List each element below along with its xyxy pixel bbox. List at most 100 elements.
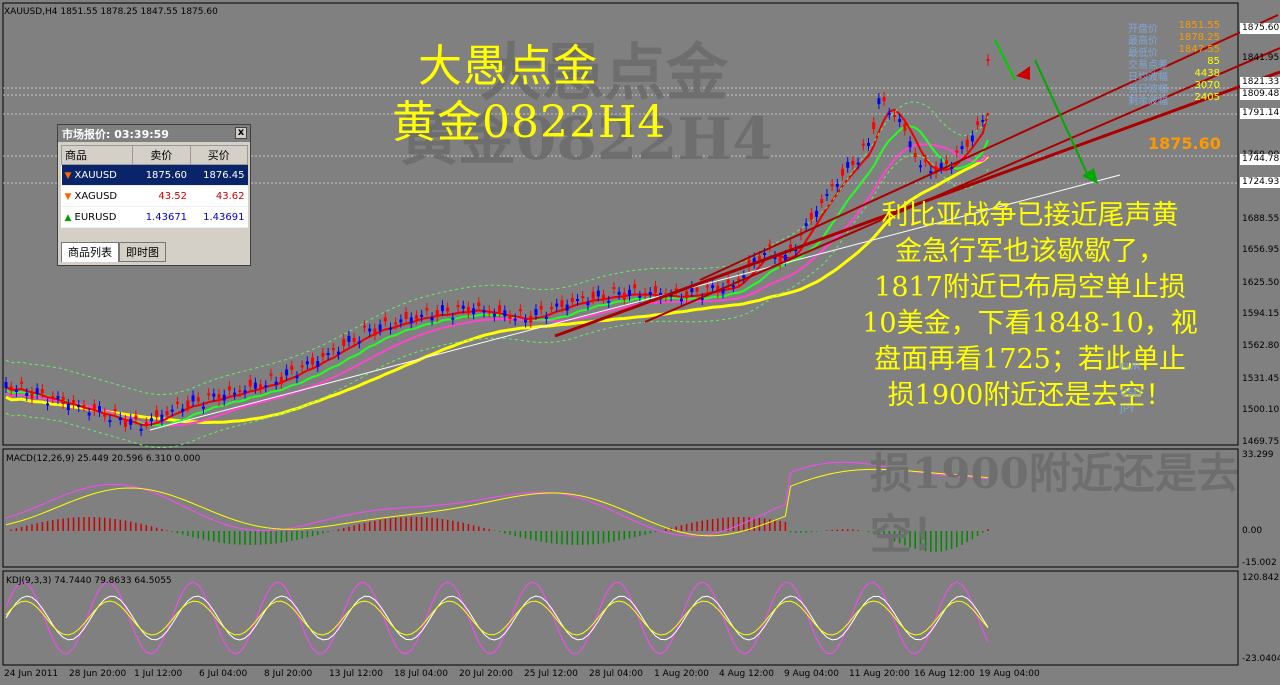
info-label: 开盘价 [1128, 24, 1158, 35]
close-icon[interactable]: x [235, 127, 247, 139]
symbol-header: XAUUSD,H4 1851.55 1878.25 1847.55 1875.6… [4, 7, 218, 17]
candle-body [139, 428, 143, 431]
candle-body [103, 412, 107, 417]
candle-body [960, 146, 964, 150]
shadow-title-2: 黄金0822H4 [400, 105, 773, 173]
candle-body [892, 114, 896, 117]
candle-body [35, 388, 39, 395]
candle-body [653, 285, 657, 293]
note-line: 盘面再看1725；若此单止 [874, 344, 1186, 375]
candle-body [679, 298, 683, 302]
candle-body [165, 411, 169, 416]
forecast-arrow [1034, 59, 1091, 181]
price-tick: 1744.78 [1240, 154, 1280, 165]
candle-body [477, 302, 481, 307]
ma-red-line [5, 108, 989, 427]
candle-body [466, 306, 470, 314]
candle-body [207, 393, 211, 396]
arrow-head-icon [1082, 168, 1098, 184]
price-tick: 1625.50 [1242, 278, 1280, 288]
candle-body [674, 288, 678, 291]
candle-body [789, 244, 793, 249]
macd-axis-bottom: -15.002 [1242, 558, 1277, 568]
column-header-ask[interactable]: 买价 [189, 145, 249, 165]
candle-body [253, 382, 257, 389]
title-line-1: 大愚点金 [418, 41, 598, 92]
column-header-symbol[interactable]: 商品 [60, 145, 134, 165]
candle-body [404, 312, 408, 320]
market-watch-title[interactable]: 市场报价: 03:39:59 x [58, 125, 250, 142]
candle-body [87, 412, 91, 416]
candle-body [669, 294, 673, 297]
candle-body [487, 310, 491, 313]
kdj-label: KDJ(9,3,3) 74.7440 79.8633 64.5055 [6, 576, 172, 586]
trend-line-red [699, 14, 1279, 281]
ask-cell: 1876.45 [190, 164, 248, 186]
tab-symbols[interactable]: 商品列表 [61, 242, 119, 262]
candle-body [425, 308, 429, 311]
candle-body [555, 303, 559, 307]
candle-body [617, 291, 621, 295]
candle-body [861, 143, 865, 146]
candle-body [700, 297, 704, 300]
market-watch-title-text: 市场报价: 03:39:59 [62, 128, 169, 141]
candle-body [820, 199, 824, 204]
table-row[interactable]: ▼ XAGUSD 43.52 43.62 [61, 185, 248, 207]
candle-body [414, 315, 418, 320]
bid-cell: 1875.60 [132, 164, 191, 186]
candle-body [518, 309, 522, 312]
symbol-cell: EURUSD [74, 211, 117, 223]
table-row[interactable]: ▲ EURUSD 1.43671 1.43691 [61, 206, 248, 228]
shadow-title-1: 大愚点金 [480, 36, 729, 109]
candle-body [721, 287, 725, 294]
price-tick: 1656.95 [1242, 245, 1280, 255]
candle-body [763, 252, 767, 255]
candle-body [212, 393, 216, 397]
candle-body [61, 396, 65, 404]
candle-body [633, 284, 637, 289]
column-header-bid[interactable]: 卖价 [132, 145, 191, 165]
candle-body [711, 285, 715, 289]
time-tick: 1 Jul 12:00 [134, 669, 183, 679]
time-tick: 19 Aug 04:00 [979, 669, 1040, 679]
macd-axis-top: 33.299 [1242, 450, 1274, 460]
candle-body [14, 389, 18, 392]
candle-body [149, 418, 153, 422]
candle-body [778, 257, 782, 265]
shadow-note: 损1900附近还是去空！ [870, 449, 1239, 559]
main-pane-border [2, 2, 1239, 446]
candle-body [576, 299, 580, 302]
time-tick: 16 Aug 12:00 [914, 669, 975, 679]
candle-body [898, 119, 902, 123]
macd-pane-border [2, 448, 1239, 568]
candle-body [331, 348, 335, 351]
symbol-cell: XAGUSD [74, 190, 118, 202]
candle-body [186, 400, 190, 408]
table-row[interactable]: ▼ XAUUSD 1875.60 1876.45 [61, 164, 248, 186]
candle-body [175, 401, 179, 404]
price-tick: 1500.10 [1242, 405, 1280, 415]
price-tick: 1594.15 [1242, 309, 1280, 319]
candle-body [394, 322, 398, 325]
price-tick: 1531.45 [1242, 374, 1280, 384]
candle-body [508, 314, 512, 319]
market-watch-window[interactable]: 市场报价: 03:39:59 x 商品 卖价 买价 ▼ XAUUSD 1875.6… [57, 124, 251, 266]
candle-body [939, 163, 943, 170]
candle-body [492, 313, 496, 317]
time-tick: 6 Jul 04:00 [199, 669, 248, 679]
candle-body [918, 165, 922, 168]
candle-body [934, 166, 938, 174]
tab-tick-chart[interactable]: 即时图 [119, 242, 166, 262]
info-label: 最高价 [1128, 36, 1158, 47]
candle-body [851, 160, 855, 165]
kdj-d-line [5, 600, 989, 636]
candle-body [830, 183, 834, 186]
candle-body [872, 122, 876, 130]
candle-body [643, 292, 647, 295]
candle-body [30, 391, 34, 399]
candle-body [181, 408, 185, 412]
time-tick: 4 Aug 12:00 [719, 669, 774, 679]
macd-label: MACD(12,26,9) 25.449 20.596 6.310 0.000 [6, 454, 201, 464]
price-tick: 1469.75 [1242, 437, 1280, 447]
